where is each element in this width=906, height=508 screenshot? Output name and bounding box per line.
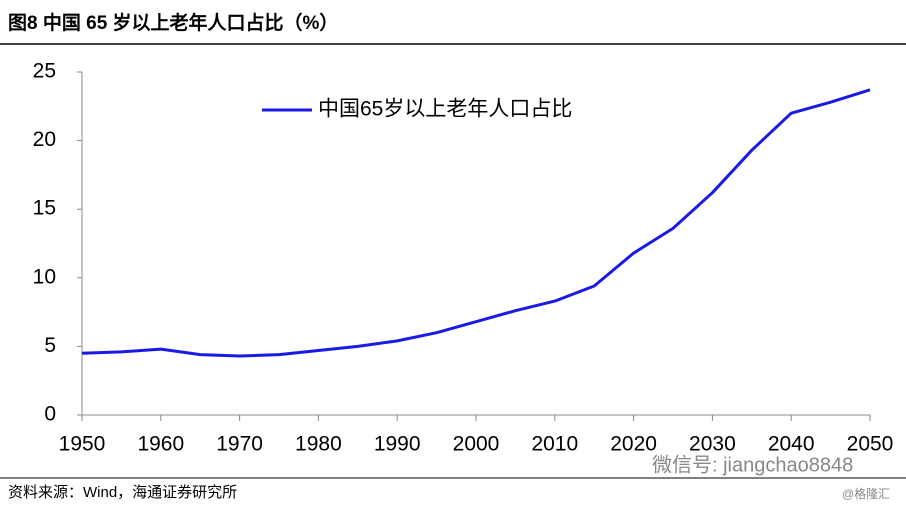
x-tick-label: 1980 <box>295 433 342 456</box>
y-tick-label: 5 <box>44 334 56 357</box>
y-tick-label: 0 <box>44 403 56 426</box>
x-tick-label: 1990 <box>374 433 421 456</box>
y-tick-label: 15 <box>33 197 56 220</box>
legend-label: 中国65岁以上老年人口占比 <box>318 98 572 121</box>
y-tick-label: 25 <box>33 60 56 83</box>
x-tick-label: 2020 <box>610 433 657 456</box>
series-line <box>81 88 871 358</box>
x-tick-label: 1960 <box>137 433 184 456</box>
source: 资料来源：Wind，海通证券研究所 <box>8 484 237 501</box>
chart-title: 图8 中国 65 岁以上老年人口占比（%） <box>8 11 338 34</box>
x-tick-label: 2010 <box>531 433 578 456</box>
x-tick-label: 2000 <box>453 433 500 456</box>
x-tick-label: 2030 <box>689 433 736 456</box>
y-tick-label: 20 <box>33 128 56 151</box>
x-tick-label: 1950 <box>59 433 106 456</box>
x-tick-label: 2040 <box>768 433 815 456</box>
y-tick-label: 10 <box>33 265 56 288</box>
watermark: 微信号: jiangchao8848 <box>652 453 853 476</box>
logo-text: @格隆汇 <box>842 486 890 501</box>
x-tick-label: 1970 <box>216 433 263 456</box>
x-tick-label: 2050 <box>847 433 894 456</box>
